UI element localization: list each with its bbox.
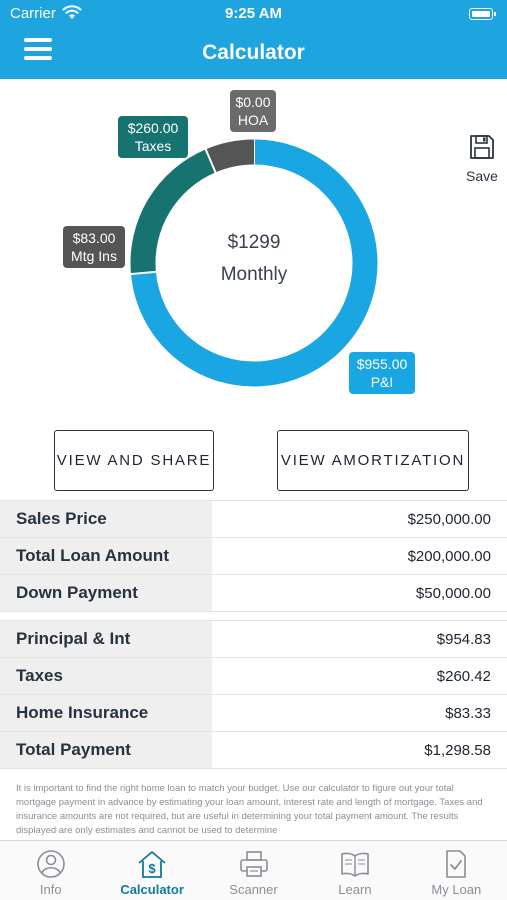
monthly-total-amount: $1299 xyxy=(227,232,281,253)
svg-text:$: $ xyxy=(148,861,156,876)
row-label: Total Payment xyxy=(0,732,212,768)
disclaimer-text: It is important to find the right home l… xyxy=(16,783,483,836)
taxes-tag: $260.00 Taxes xyxy=(118,116,188,158)
row-value: $260.42 xyxy=(436,667,491,685)
pi-name: P&I xyxy=(370,374,394,390)
battery-icon xyxy=(469,8,496,20)
tab-label: Learn xyxy=(338,882,372,897)
row-label: Principal & Int xyxy=(0,621,212,657)
table-row: Home Insurance $83.33 xyxy=(0,695,507,732)
mtg-ins-amount: $83.00 xyxy=(72,230,116,246)
tab-label: My Loan xyxy=(431,882,482,897)
hamburger-menu-icon[interactable] xyxy=(24,38,54,64)
tab-calculator[interactable]: $ Calculator xyxy=(101,841,202,900)
table-row: Total Payment $1,298.58 xyxy=(0,732,507,769)
row-value: $83.33 xyxy=(445,704,491,722)
row-value: $954.83 xyxy=(436,630,491,648)
row-value: $1,298.58 xyxy=(424,741,491,759)
person-info-icon xyxy=(36,850,65,878)
pi-amount: $955.00 xyxy=(356,356,408,372)
payment-donut-chart xyxy=(129,138,378,387)
hoa-tag: $0.00 HOA xyxy=(230,90,276,132)
donut-slice-mtg-ins xyxy=(205,139,255,173)
view-and-share-button[interactable]: VIEW AND SHARE xyxy=(54,430,214,491)
hoa-amount: $0.00 xyxy=(235,94,271,110)
row-value: $200,000.00 xyxy=(407,547,491,565)
mtg-ins-tag: $83.00 Mtg Ins xyxy=(63,226,125,268)
loan-summary-table: Sales Price $250,000.00 Total Loan Amoun… xyxy=(0,500,507,612)
row-value: $50,000.00 xyxy=(415,584,491,602)
save-label: Save xyxy=(466,168,498,184)
page-title: Calculator xyxy=(202,41,305,64)
tab-info[interactable]: Info xyxy=(0,841,101,900)
mtg-ins-name: Mtg Ins xyxy=(71,248,117,264)
tab-scanner[interactable]: Scanner xyxy=(203,841,304,900)
view-amortization-button[interactable]: VIEW AMORTIZATION xyxy=(277,430,469,491)
slice-separator xyxy=(129,270,157,276)
tab-my-loan[interactable]: My Loan xyxy=(406,841,507,900)
row-label: Down Payment xyxy=(0,575,212,611)
save-button[interactable]: Save xyxy=(462,134,502,186)
tab-label: Info xyxy=(39,882,62,897)
payment-breakdown-table: Principal & Int $954.83 Taxes $260.42 Ho… xyxy=(0,620,507,769)
bottom-tab-bar: Info $ Calculator Scanner Learn xyxy=(0,840,507,900)
carrier-label: Carrier xyxy=(10,5,56,22)
row-label: Home Insurance xyxy=(0,695,212,731)
floppy-disk-icon xyxy=(470,135,494,159)
row-label: Taxes xyxy=(0,658,212,694)
table-row: Principal & Int $954.83 xyxy=(0,621,507,658)
taxes-amount: $260.00 xyxy=(127,120,179,136)
donut-slice-p-i xyxy=(130,139,378,387)
wifi-icon xyxy=(62,5,82,19)
house-dollar-icon: $ xyxy=(138,851,166,878)
taxes-name: Taxes xyxy=(134,138,172,154)
status-time: 9:25 AM xyxy=(225,5,282,22)
row-value: $250,000.00 xyxy=(407,510,491,528)
donut-slice-taxes xyxy=(130,149,216,275)
hoa-name: HOA xyxy=(237,112,269,128)
tab-label: Scanner xyxy=(229,882,278,897)
row-label: Sales Price xyxy=(0,501,212,537)
tab-learn[interactable]: Learn xyxy=(304,841,405,900)
slice-separator xyxy=(204,148,217,174)
tab-label: Calculator xyxy=(120,882,184,897)
table-row: Taxes $260.42 xyxy=(0,658,507,695)
table-row: Total Loan Amount $200,000.00 xyxy=(0,538,507,575)
monthly-total-label: Monthly xyxy=(220,264,288,285)
open-book-icon xyxy=(341,852,369,877)
pi-tag: $955.00 P&I xyxy=(349,352,415,394)
table-row: Sales Price $250,000.00 xyxy=(0,501,507,538)
document-check-icon xyxy=(446,850,467,878)
printer-icon xyxy=(239,851,268,877)
row-label: Total Loan Amount xyxy=(0,538,212,574)
app-header xyxy=(0,0,507,79)
status-bar: Carrier 9:25 AM xyxy=(0,0,507,28)
table-row: Down Payment $50,000.00 xyxy=(0,575,507,612)
